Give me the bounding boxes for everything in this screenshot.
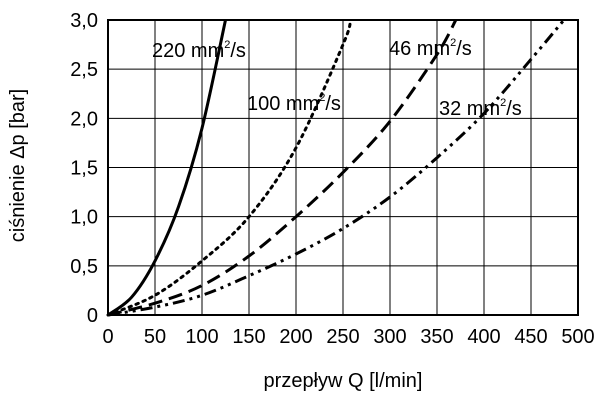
x-axis-title: przepływ Q [l/min] [264, 370, 423, 392]
y-tick-labels: 0 0,5 1,0 1,5 2,0 2,5 3,0 [70, 10, 98, 327]
series-line-4 [107, 19, 566, 317]
x-tick-label: 450 [514, 326, 547, 348]
x-tick-label: 250 [326, 326, 359, 348]
series-label-1: 220 mm2/s [152, 39, 246, 62]
y-tick-label: 0,5 [70, 256, 98, 278]
x-tick-label: 100 [185, 326, 218, 348]
x-tick-label: 500 [561, 326, 594, 348]
x-tick-label: 300 [373, 326, 406, 348]
y-tick-label: 2,5 [70, 59, 98, 81]
series-line-1 [107, 19, 227, 317]
x-tick-label: 0 [102, 326, 113, 348]
x-tick-label: 400 [467, 326, 500, 348]
y-tick-label: 1,0 [70, 207, 98, 229]
series-line-2 [106, 18, 352, 317]
x-tick-label: 150 [232, 326, 265, 348]
y-axis-title: ciśnienie Δp [bar] [7, 89, 29, 242]
x-tick-labels: 0 50 100 150 200 250 300 350 400 450 500 [102, 326, 594, 348]
y-tick-label: 0 [87, 305, 98, 327]
y-tick-label: 3,0 [70, 10, 98, 32]
series-label-2: 100 mm2/s [247, 92, 341, 115]
y-tick-label: 2,0 [70, 108, 98, 130]
grid [108, 20, 578, 315]
series-line-3 [107, 19, 458, 317]
series-label-4: 32 mm2/s [439, 97, 522, 120]
x-tick-label: 50 [144, 326, 166, 348]
series-lines [106, 18, 566, 317]
series-labels: 220 mm2/s 100 mm2/s 46 mm2/s 32 mm2/s [152, 37, 522, 120]
x-tick-label: 350 [420, 326, 453, 348]
series-label-3: 46 mm2/s [389, 37, 472, 60]
y-tick-label: 1,5 [70, 158, 98, 180]
plot-frame [107, 19, 579, 316]
x-tick-label: 200 [279, 326, 312, 348]
